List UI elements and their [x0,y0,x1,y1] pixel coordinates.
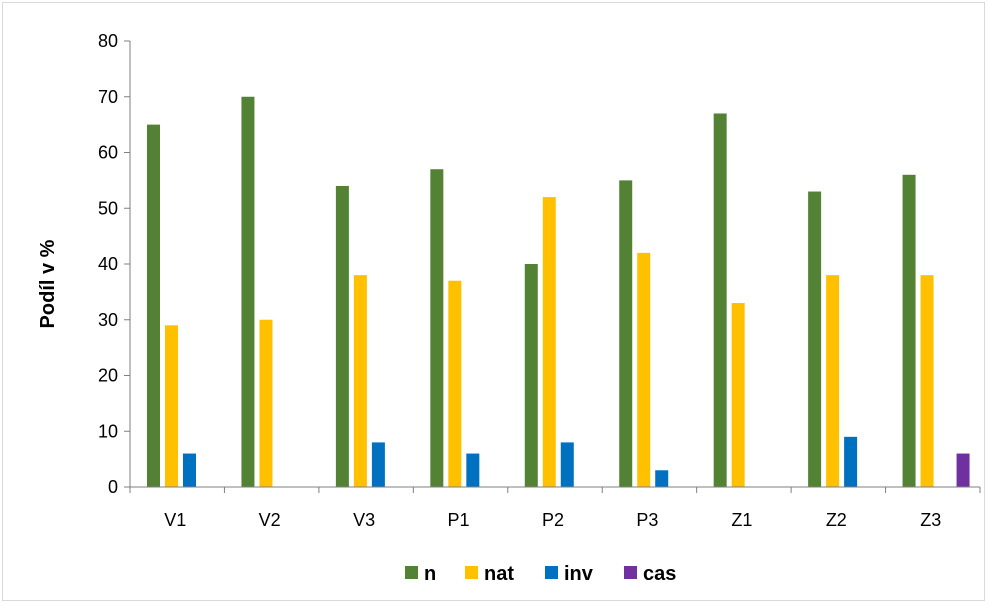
bar-cas-Z3 [956,453,970,487]
x-tick-label: P3 [636,510,658,530]
legend-label: n [424,563,436,585]
bar-nat-Z2 [826,275,840,487]
legend: n nat inv cas [405,563,676,585]
bar-nat-V2 [259,319,273,487]
y-tick-label: 40 [98,254,118,274]
axes [129,41,981,493]
legend-label: inv [564,563,594,585]
bar-inv-P1 [466,453,480,487]
y-tick-label: 60 [98,143,118,163]
bar-n-Z3 [902,174,916,488]
bar-inv-V3 [371,442,385,487]
legend-swatch [405,566,418,579]
x-tick-label: P2 [542,510,564,530]
y-tick-label: 70 [98,87,118,107]
bar-inv-P3 [655,470,669,487]
bar-n-V2 [241,96,255,487]
y-axis-ticks: 0 10 20 30 40 50 60 70 80 [98,31,130,497]
y-tick-label: 50 [98,198,118,218]
y-axis-title: Podíl v % [37,239,59,328]
x-tick-label: P1 [448,510,470,530]
bar-nat-Z3 [920,275,934,487]
y-tick-label: 30 [98,310,118,330]
bar-nat-V1 [165,325,178,487]
bar-inv-V1 [183,453,196,487]
bar-n-V1 [147,124,160,487]
bar-n-V3 [335,185,349,487]
x-tick-label: V3 [353,510,375,530]
bar-n-P2 [524,264,538,487]
bar-inv-P2 [560,442,574,487]
bar-nat-P3 [637,252,651,487]
x-tick-label: V2 [259,510,281,530]
legend-label: nat [484,563,514,585]
bar-n-Z1 [713,113,727,487]
legend-swatch [545,566,558,579]
legend-swatch [465,566,478,579]
bar-inv-Z2 [844,436,858,487]
x-tick-label: V1 [164,510,186,530]
legend-item-n: n [405,563,436,585]
bar-nat-Z1 [731,303,745,487]
y-tick-label: 0 [108,477,118,497]
legend-item-inv: inv [545,563,594,585]
bars [147,96,970,488]
bar-nat-P1 [448,280,462,487]
y-tick-label: 20 [98,366,118,386]
bar-n-P3 [619,180,633,487]
x-axis-labels: V1 V2 V3 P1 P2 P3 Z1 Z2 Z3 [164,510,941,530]
x-tick-label: Z3 [920,510,941,530]
legend-item-nat: nat [465,563,514,585]
legend-item-cas: cas [624,563,676,585]
legend-label: cas [643,563,676,585]
y-tick-label: 80 [98,31,118,51]
bar-n-P1 [430,169,444,487]
bar-n-Z2 [808,191,822,487]
bar-nat-V3 [353,275,367,487]
legend-swatch [624,566,637,579]
x-tick-label: Z2 [826,510,847,530]
x-tick-label: Z1 [731,510,752,530]
bar-nat-P2 [542,197,556,487]
y-tick-label: 10 [98,421,118,441]
